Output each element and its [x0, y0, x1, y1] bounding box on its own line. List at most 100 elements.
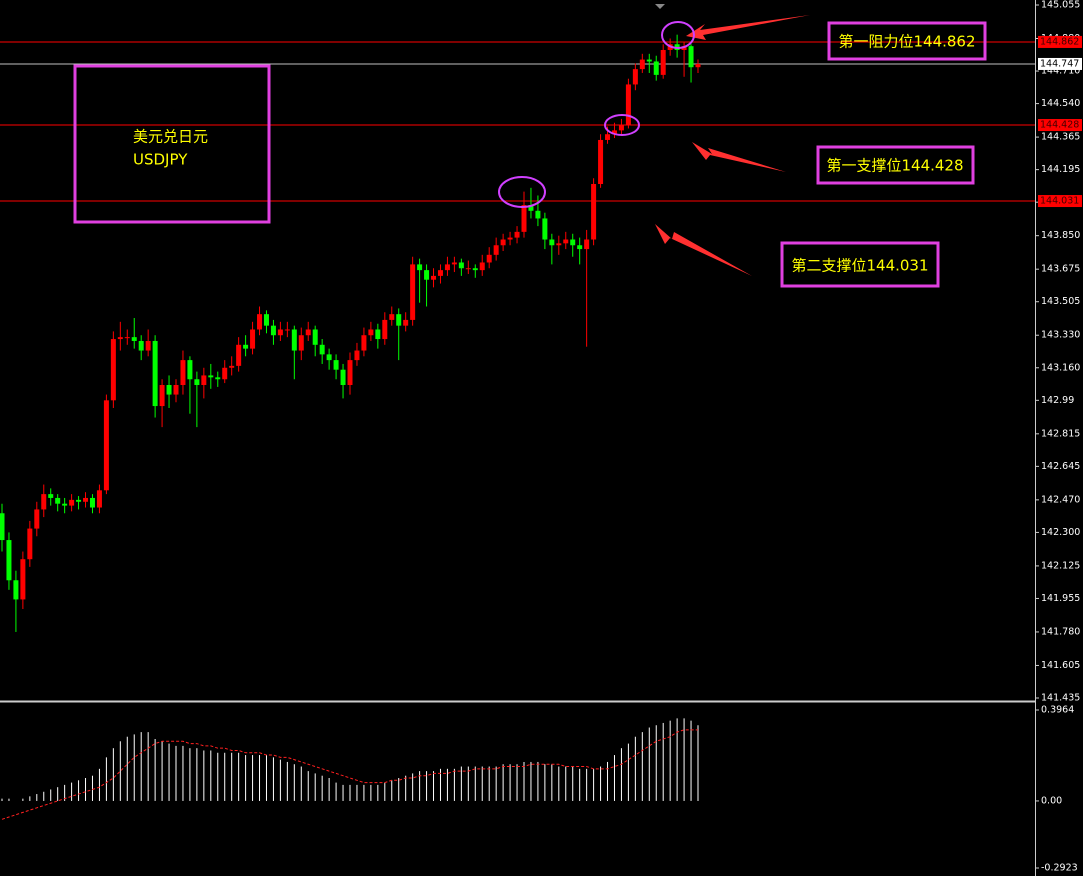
signal-line: [1, 729, 698, 820]
candle-body: [270, 325, 276, 336]
candle-body: [117, 337, 123, 340]
candle-body: [173, 385, 179, 395]
y-tick-label: 144.365: [1041, 132, 1080, 143]
candle-body: [507, 237, 513, 240]
candle-body: [201, 375, 207, 386]
y-tick-label: 143.505: [1041, 296, 1080, 307]
level-label-box: [1038, 195, 1082, 208]
candle-body: [55, 497, 61, 504]
candle-body: [103, 400, 109, 491]
candle-body: [542, 218, 548, 240]
level-label: 144.747: [1040, 58, 1079, 69]
candle-body: [403, 319, 409, 326]
y-tick-label: 142.470: [1041, 494, 1080, 505]
candle-body: [389, 314, 395, 320]
y-tick-label: 143.160: [1041, 362, 1080, 373]
candle-body: [110, 339, 116, 401]
y-tick-label: 0.3964: [1041, 705, 1074, 716]
candle-body: [131, 337, 137, 341]
candle-body: [591, 183, 597, 240]
candle-body: [208, 375, 214, 378]
candle-body: [284, 329, 290, 331]
candle-body: [354, 350, 360, 361]
y-tick-label: 142.125: [1041, 560, 1080, 571]
candle-body: [479, 262, 485, 271]
candle-body: [0, 513, 5, 541]
candle-body: [187, 360, 193, 380]
candle-body: [486, 254, 492, 263]
candle-body: [76, 499, 82, 502]
candle-body: [333, 360, 339, 370]
candle-body: [417, 264, 423, 271]
candle-body: [458, 262, 464, 269]
title-box: [73, 64, 271, 224]
candle-body: [375, 329, 381, 340]
y-tick-label: 142.99: [1041, 395, 1074, 406]
y-tick-label: 141.605: [1041, 660, 1080, 671]
candle-body: [605, 134, 611, 140]
candle-body: [382, 319, 388, 340]
annotation-box: [816, 145, 975, 185]
y-tick-label: 142.645: [1041, 461, 1080, 472]
candle-body: [229, 365, 235, 368]
candle-body: [493, 245, 499, 255]
highlight-circle: [604, 114, 640, 136]
y-tick-label: 144.195: [1041, 164, 1080, 175]
candle-body: [138, 340, 144, 351]
candle-body: [319, 344, 325, 355]
candle-body: [549, 239, 555, 246]
candle-body: [159, 385, 165, 407]
candle-body: [556, 243, 562, 246]
y-tick-label: 142.815: [1041, 428, 1080, 439]
candle-body: [563, 239, 569, 244]
candle-body: [437, 270, 443, 276]
level-label: 144.428: [1040, 120, 1079, 131]
candle-body: [263, 314, 269, 326]
candle-body: [257, 314, 263, 330]
candle-body: [368, 329, 374, 336]
candle-body: [500, 239, 506, 246]
candle-body: [312, 329, 318, 345]
y-tick-label: 144.540: [1041, 98, 1080, 109]
candle-body: [194, 379, 200, 386]
candle-body: [48, 494, 54, 498]
candle-body: [570, 239, 576, 246]
candle-body: [688, 46, 694, 68]
candle-body: [598, 139, 604, 184]
candle-body: [27, 528, 33, 560]
candle-body: [13, 580, 19, 600]
candle-body: [528, 205, 534, 211]
candle-body: [83, 497, 89, 502]
annotation-box: [780, 241, 940, 288]
candle-body: [69, 499, 75, 506]
y-tick-label: 143.675: [1041, 264, 1080, 275]
candle-body: [577, 245, 583, 250]
subtitle: USDJPY: [133, 151, 188, 169]
candle-body: [291, 329, 297, 351]
candle-body: [6, 540, 12, 581]
candle-body: [20, 559, 26, 600]
candle-body: [166, 385, 172, 395]
candle-body: [180, 360, 186, 386]
candle-body: [215, 377, 221, 380]
highlight-circle: [661, 21, 695, 49]
candle-body: [451, 262, 457, 265]
annotation: 第二支撑位144.031: [791, 257, 928, 275]
candle-body: [521, 205, 527, 232]
candle-body: [584, 239, 590, 250]
candle-body: [632, 69, 638, 85]
candle-body: [34, 509, 40, 529]
candle-body: [96, 490, 102, 508]
candle-body: [305, 329, 311, 336]
candle-body: [145, 340, 151, 351]
candle-body: [222, 367, 228, 380]
highlight-circle: [498, 176, 546, 208]
level-label: 144.031: [1040, 196, 1079, 207]
candle-body: [410, 264, 416, 320]
candle-body: [124, 337, 130, 339]
candle-body: [695, 63, 701, 68]
candle-body: [653, 61, 659, 75]
y-tick-label: 143.330: [1041, 330, 1080, 341]
